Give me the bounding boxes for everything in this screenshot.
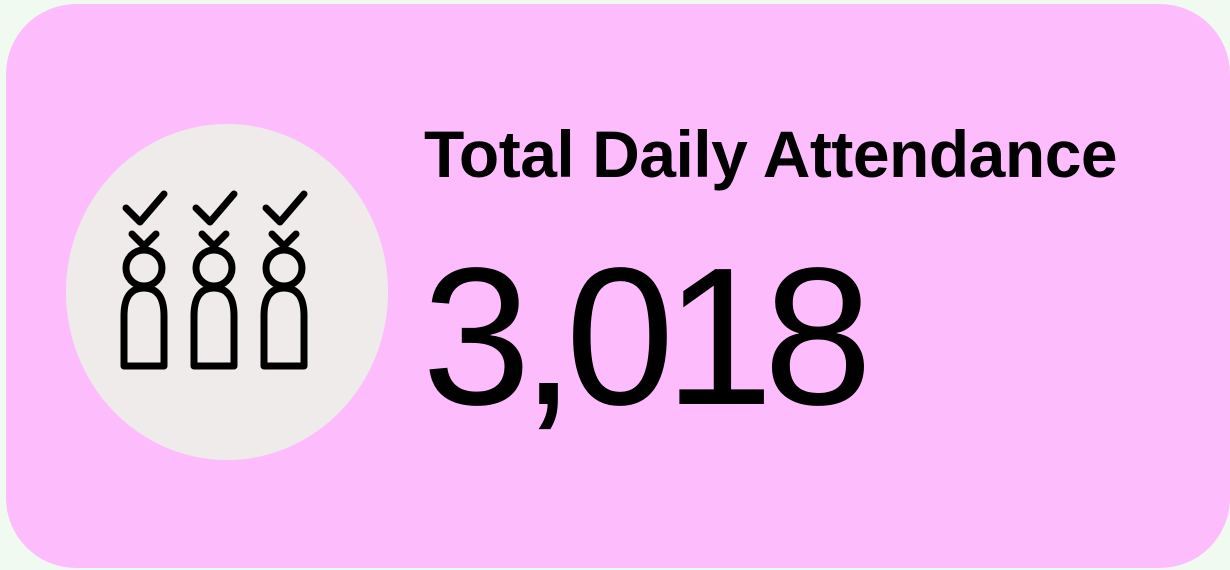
person [260, 190, 308, 370]
card-value: 3,018 [422, 227, 872, 446]
attendance-icon [120, 190, 308, 370]
person [190, 190, 238, 370]
person [120, 190, 168, 370]
card-title: Total Daily Attendance [424, 117, 1118, 191]
stat-card: Total Daily Attendance 3,018 [6, 4, 1230, 568]
